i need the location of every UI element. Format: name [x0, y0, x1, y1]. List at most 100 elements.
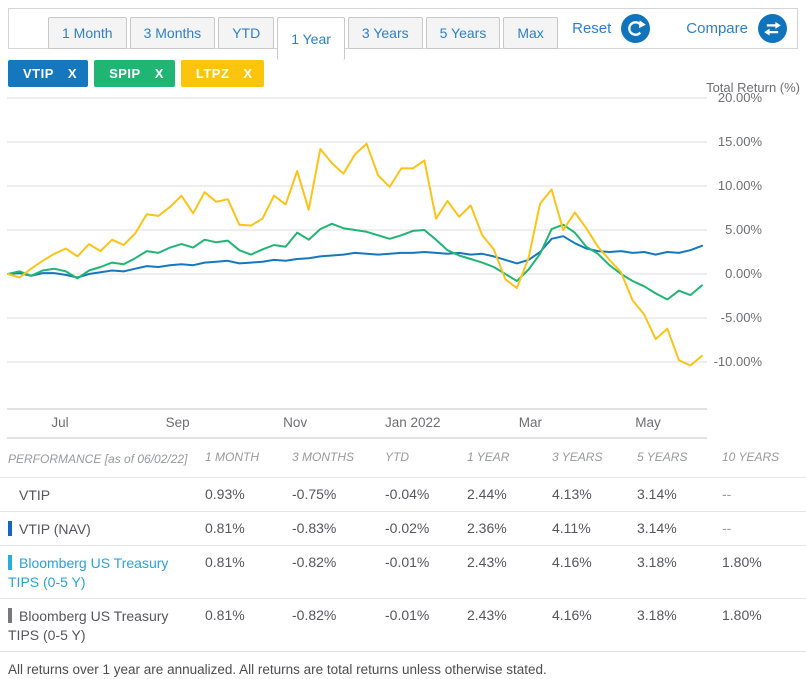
remove-chip-icon[interactable]: X — [243, 66, 253, 81]
column-header-3-months: 3 MONTHS — [292, 450, 355, 464]
x-tick-label: May — [635, 415, 661, 430]
series-line-vtip — [7, 235, 703, 279]
series-line-ltpz — [7, 142, 703, 367]
tab-1-month[interactable]: 1 Month — [48, 17, 127, 49]
chip-ticker-label: VTIP — [23, 66, 54, 81]
table-row: Bloomberg US Treasury TIPS (0-5 Y) 0.81% -… — [0, 546, 806, 599]
series-marker — [8, 608, 12, 623]
value-cell: 2.36% — [467, 520, 507, 536]
row-name: VTIP (NAV) — [19, 521, 91, 537]
x-tick-label: Jan 2022 — [385, 415, 441, 430]
value-cell: 1.80% — [722, 554, 762, 570]
reset-icon — [621, 14, 651, 43]
x-tick-label: Sep — [165, 415, 190, 430]
series-marker — [8, 487, 12, 502]
value-cell: -0.75% — [292, 486, 337, 502]
value-cell: 2.43% — [467, 554, 507, 570]
ticker-chip-spip[interactable]: SPIP X — [94, 60, 175, 87]
table-row: VTIP (NAV) 0.81% -0.83% -0.02% 2.36% 4.11% 3.1… — [0, 512, 806, 546]
ticker-chip-vtip[interactable]: VTIP X — [8, 60, 89, 87]
value-cell: -0.04% — [385, 486, 430, 502]
as-of-date: [as of 06/02/22] — [104, 452, 188, 466]
performance-table-body: VTIP 0.93% -0.75% -0.04% 2.44% 4.13% 3.14% -- VT… — [0, 478, 806, 652]
value-cell: 4.11% — [552, 520, 591, 536]
value-cell: -0.82% — [292, 554, 337, 570]
chip-ticker-label: SPIP — [109, 66, 141, 81]
column-header-3-years: 3 YEARS — [552, 450, 603, 464]
table-row: Bloomberg US Treasury TIPS (0-5 Y) 0.81% -… — [0, 599, 806, 652]
remove-chip-icon[interactable]: X — [67, 66, 78, 81]
tab-5-years[interactable]: 5 Years — [425, 17, 501, 49]
ticker-chips: VTIP X SPIP X LTPZ X — [8, 60, 806, 87]
performance-table: PERFORMANCE [as of 06/02/22] 1 MONTH 3 MO… — [0, 439, 806, 652]
value-cell: -- — [722, 520, 732, 536]
value-cell: 4.13% — [552, 486, 592, 502]
value-cell: -0.02% — [385, 520, 430, 536]
series-marker — [8, 521, 12, 536]
performance-table-header: PERFORMANCE [as of 06/02/22] 1 MONTH 3 MO… — [0, 439, 806, 478]
x-tick-label: Jul — [51, 415, 69, 430]
period-tab-bar: 1 Month 3 Months YTD 1 Year 3 Years 5 Years Ma… — [8, 8, 798, 60]
tab-3-years[interactable]: 3 Years — [347, 17, 423, 49]
row-name-cell: VTIP (NAV) — [0, 512, 205, 545]
period-tabs: 1 Month 3 Months YTD 1 Year 3 Years 5 Years Ma… — [48, 9, 561, 60]
value-cell: 0.93% — [205, 486, 245, 502]
row-name: Bloomberg US Treasury TIPS (0-5 Y) — [8, 608, 169, 643]
y-axis-title: Total Return (%) — [706, 80, 800, 95]
y-tick-label: 10.00% — [717, 178, 762, 193]
table-row: VTIP 0.93% -0.75% -0.04% 2.44% 4.13% 3.14% -- — [0, 478, 806, 512]
value-cell: 3.14% — [637, 486, 677, 502]
y-tick-label: 0.00% — [725, 266, 762, 281]
ticker-chip-ltpz[interactable]: LTPZ X — [180, 60, 264, 87]
row-name[interactable]: Bloomberg US Treasury TIPS (0-5 Y) — [8, 555, 169, 590]
column-header-5-years: 5 YEARS — [637, 450, 688, 464]
y-tick-label: 15.00% — [717, 134, 762, 149]
tab-3-months[interactable]: 3 Months — [129, 17, 216, 49]
value-cell: 0.81% — [205, 554, 245, 570]
value-cell: -0.01% — [385, 554, 430, 570]
compare-label: Compare — [686, 20, 748, 37]
returns-footnote: All returns over 1 year are annualized. … — [8, 662, 547, 677]
tab-max[interactable]: Max — [503, 17, 558, 49]
row-name: VTIP — [19, 487, 51, 503]
x-tick-label: Mar — [518, 415, 543, 430]
value-cell: 0.81% — [205, 607, 245, 623]
value-cell: 1.80% — [722, 607, 762, 623]
tab-ytd[interactable]: YTD — [218, 17, 275, 49]
column-header-1-month: 1 MONTH — [205, 450, 259, 464]
reset-button[interactable]: Reset — [572, 14, 651, 43]
series-line-spip — [7, 222, 703, 301]
value-cell: 3.14% — [637, 520, 677, 536]
chart-svg[interactable] — [0, 89, 806, 439]
total-return-chart: Total Return (%) 20.00% 15.00% 10.00% 5.00%… — [0, 80, 806, 439]
y-tick-label: -5.00% — [720, 310, 762, 325]
remove-chip-icon[interactable]: X — [154, 66, 164, 81]
value-cell: -- — [722, 486, 732, 502]
etf-performance-widget: 1 Month 3 Months YTD 1 Year 3 Years 5 Years Ma… — [0, 8, 806, 677]
reset-label: Reset — [572, 20, 612, 37]
row-name-cell: Bloomberg US Treasury TIPS (0-5 Y) — [0, 546, 205, 598]
value-cell: 4.16% — [552, 554, 592, 570]
compare-icon — [758, 14, 787, 43]
x-tick-label: Nov — [283, 415, 308, 430]
row-name-cell: Bloomberg US Treasury TIPS (0-5 Y) — [0, 599, 205, 651]
row-name-cell: VTIP — [0, 478, 205, 511]
value-cell: 2.44% — [467, 486, 507, 502]
value-cell: -0.83% — [292, 520, 337, 536]
chip-ticker-label: LTPZ — [195, 66, 230, 81]
value-cell: 3.18% — [637, 554, 677, 570]
column-header-ytd: YTD — [385, 450, 409, 464]
performance-header-label: PERFORMANCE [as of 06/02/22] — [8, 452, 188, 466]
column-header-10-years: 10 YEARS — [722, 450, 780, 464]
series-marker — [8, 555, 12, 570]
value-cell: 3.18% — [637, 607, 677, 623]
compare-button[interactable]: Compare — [686, 14, 787, 43]
value-cell: 0.81% — [205, 520, 245, 536]
y-tick-label: 5.00% — [725, 222, 762, 237]
column-header-1-year: 1 YEAR — [467, 450, 510, 464]
value-cell: -0.01% — [385, 607, 430, 623]
tab-1-year[interactable]: 1 Year — [277, 17, 345, 60]
toolbar-actions: Reset Compare — [572, 9, 787, 48]
y-tick-label: -10.00% — [713, 354, 762, 369]
value-cell: 2.43% — [467, 607, 507, 623]
